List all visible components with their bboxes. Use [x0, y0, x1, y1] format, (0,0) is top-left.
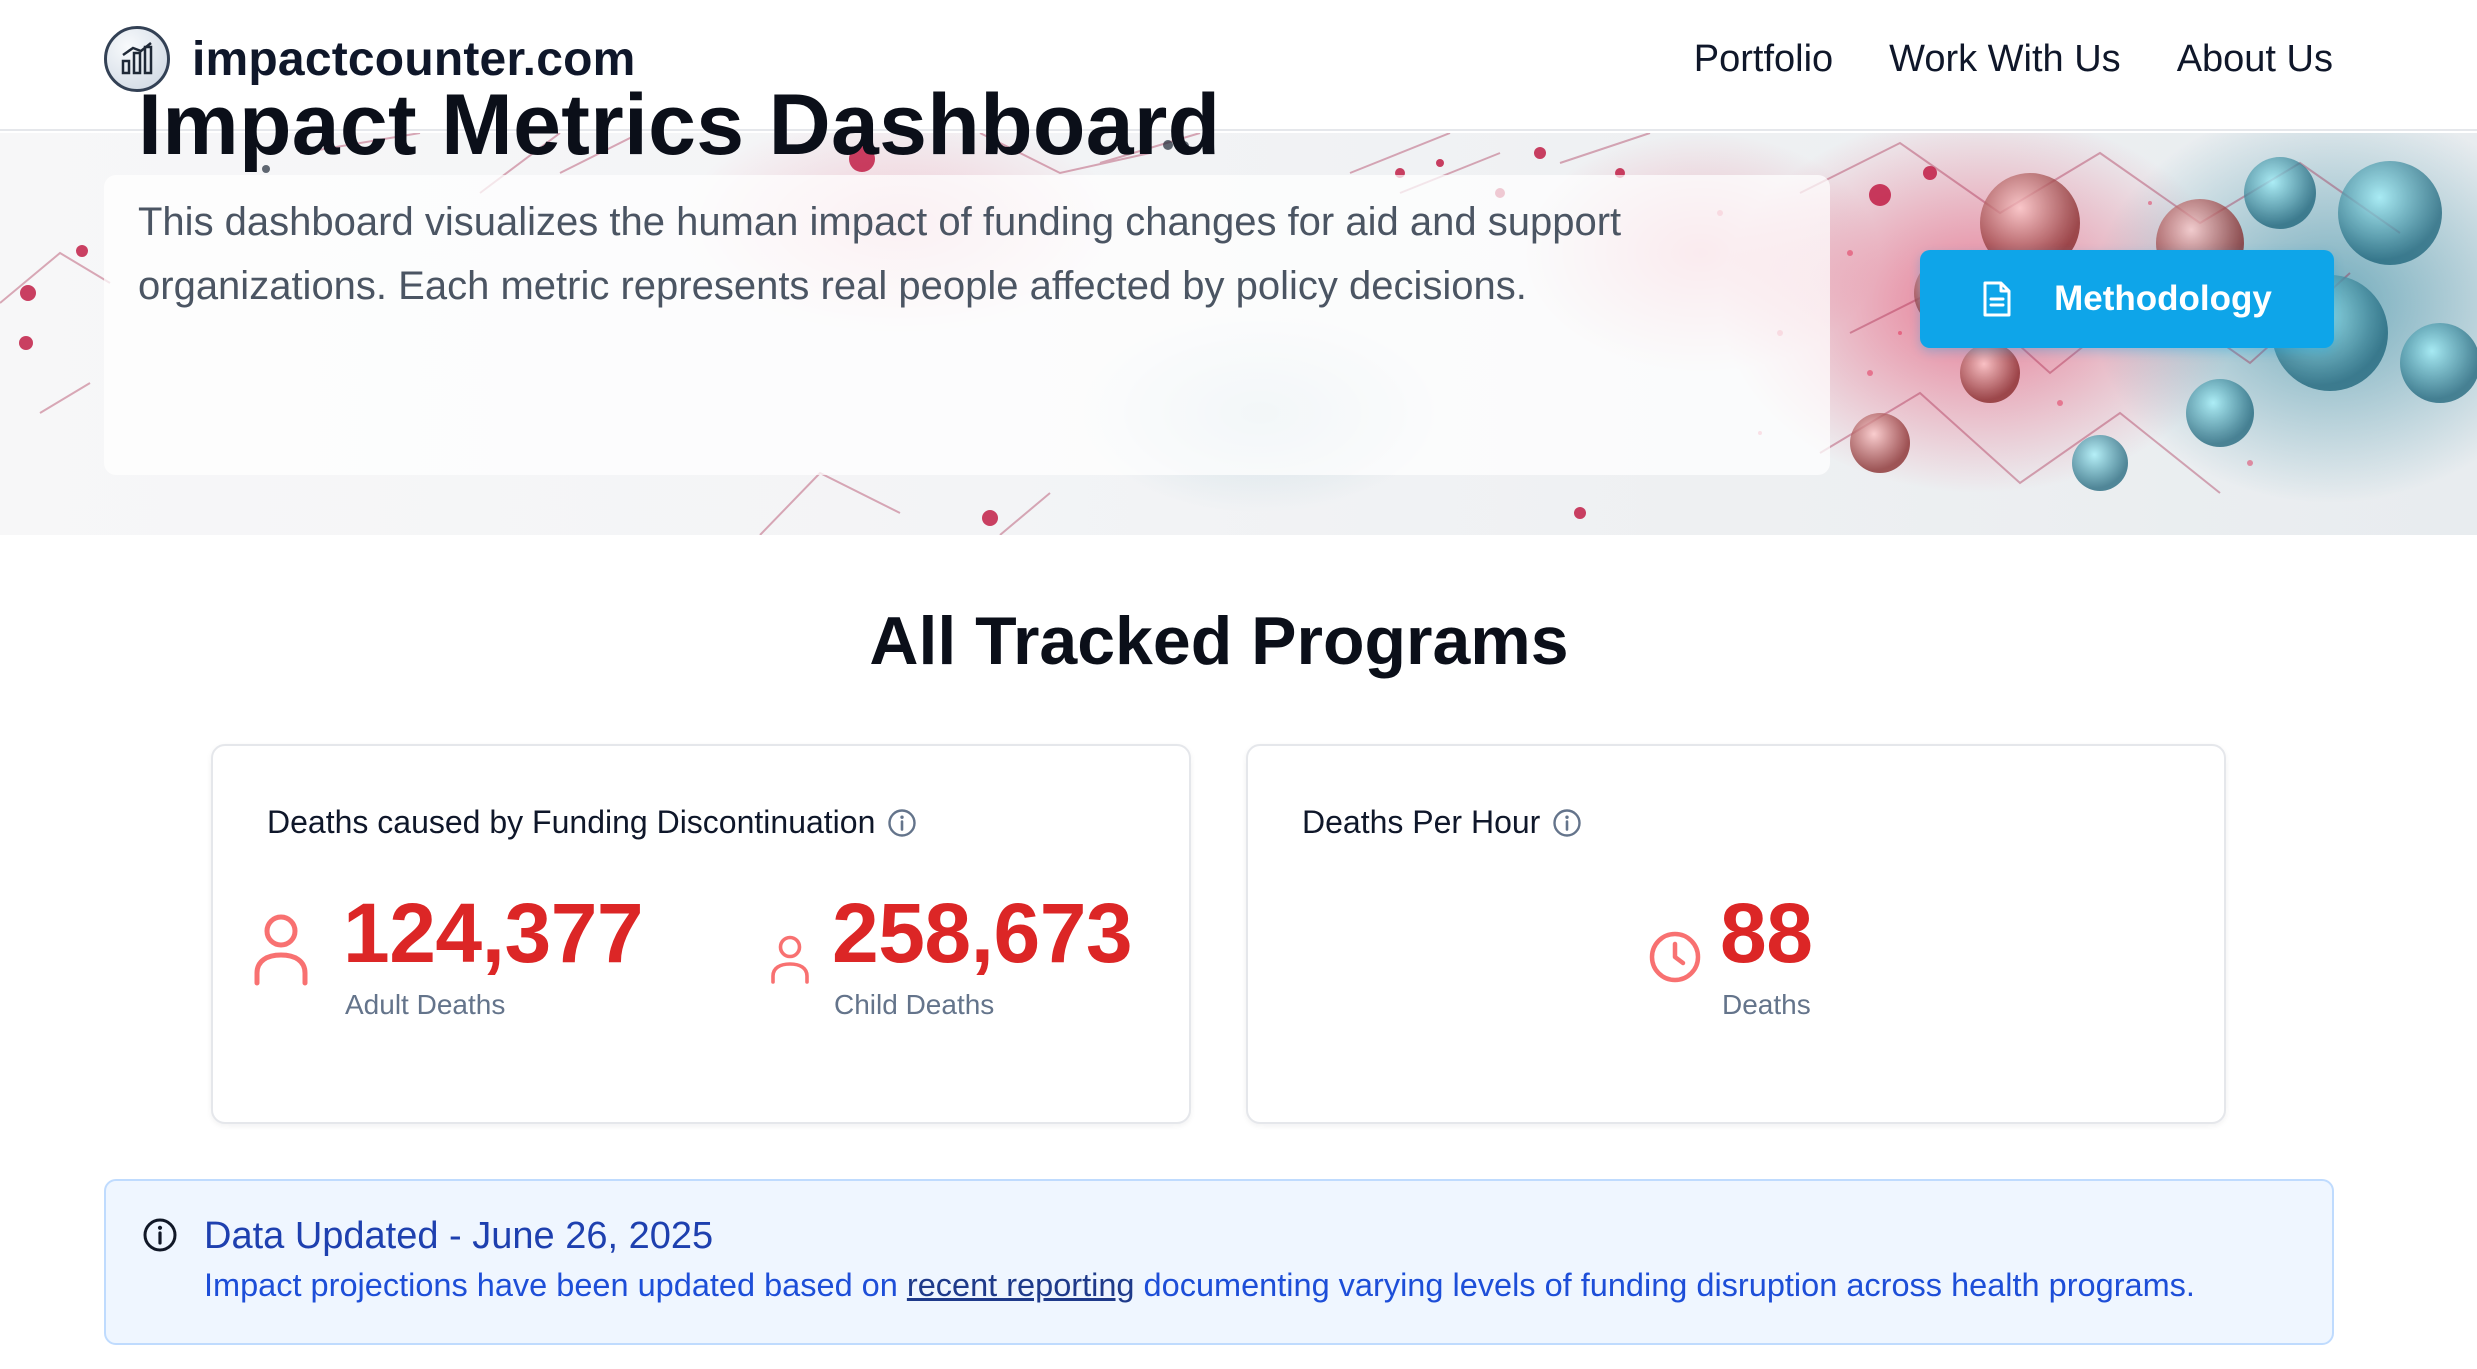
deaths-per-hour-metric: 88 Deaths: [1648, 891, 1968, 1031]
adult-deaths-value: 124,377: [343, 886, 644, 980]
person-small-icon: [771, 935, 809, 984]
banner-text-before: Impact projections have been updated bas…: [204, 1267, 907, 1303]
info-circle-icon[interactable]: [887, 808, 917, 838]
methodology-button-label: Methodology: [2054, 279, 2272, 318]
funding-deaths-card: Deaths caused by Funding Discontinuation…: [211, 744, 1191, 1124]
adult-deaths-metric: 124,377 Adult Deaths: [253, 891, 673, 1031]
nav-links: Portfolio Work With Us About Us: [1638, 34, 2333, 84]
deaths-per-hour-label: Deaths: [1722, 989, 1811, 1020]
person-icon: [254, 914, 308, 986]
child-deaths-label: Child Deaths: [834, 989, 995, 1020]
hero-banner: [0, 133, 2477, 535]
hero-description: This dashboard visualizes the human impa…: [138, 200, 1622, 308]
hourly-card-title-text: Deaths Per Hour: [1302, 804, 1541, 840]
hourly-card-title: Deaths Per Hour: [1302, 804, 1582, 841]
methodology-button[interactable]: Methodology: [1920, 250, 2334, 348]
data-update-banner: Data Updated - June 26, 2025 Impact proj…: [104, 1179, 2334, 1345]
banner-title: Data Updated - June 26, 2025: [204, 1215, 714, 1257]
deaths-per-hour-card: Deaths Per Hour 88 Deaths: [1246, 744, 2226, 1124]
document-icon: [1983, 281, 2011, 317]
hero-text-panel: [104, 175, 1830, 475]
nav-link-about-us[interactable]: About Us: [2176, 38, 2333, 80]
info-circle-icon[interactable]: [1552, 808, 1582, 838]
funding-card-title-text: Deaths caused by Funding Discontinuation: [267, 804, 876, 840]
nav-link-work-with-us[interactable]: Work With Us: [1889, 38, 2121, 80]
deaths-per-hour-value: 88: [1720, 886, 1813, 980]
info-circle-icon: [143, 1218, 177, 1252]
child-deaths-value: 258,673: [832, 886, 1133, 980]
chart-logo-icon: [104, 26, 170, 92]
recent-reporting-link[interactable]: recent reporting: [906, 1267, 1135, 1303]
brand-name: impactcounter.com: [192, 32, 636, 86]
top-navbar: impactcounter.com Portfolio Work With Us…: [0, 0, 2477, 131]
nav-link-portfolio[interactable]: Portfolio: [1693, 38, 1834, 80]
brand-link[interactable]: impactcounter.com: [104, 26, 636, 92]
funding-card-title: Deaths caused by Funding Discontinuation: [267, 804, 917, 841]
section-title: All Tracked Programs: [869, 603, 1569, 679]
child-deaths-metric: 258,673 Child Deaths: [768, 891, 1188, 1031]
adult-deaths-label: Adult Deaths: [345, 989, 506, 1020]
banner-text: Impact projections have been updated bas…: [204, 1267, 2195, 1304]
banner-text-after: documenting varying levels of funding di…: [1134, 1267, 2195, 1303]
page-title: Impact Metrics Dashboard: [138, 77, 1221, 173]
clock-icon: [1649, 931, 1701, 983]
